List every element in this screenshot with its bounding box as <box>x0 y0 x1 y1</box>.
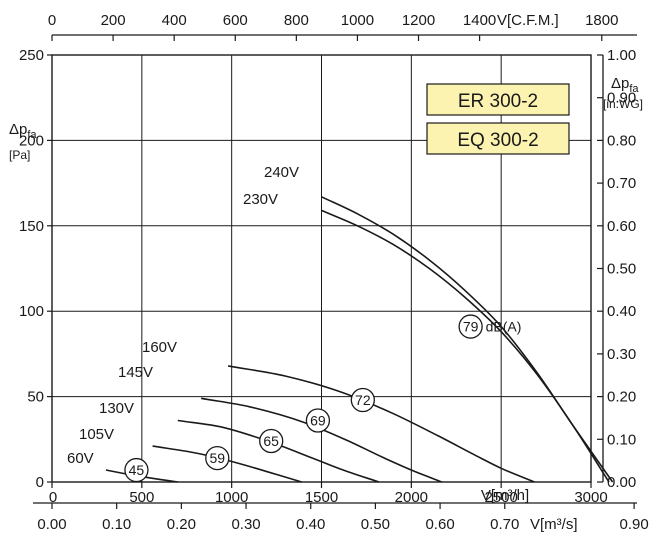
voltage-label-130v: 130V <box>99 400 134 417</box>
right-tick-label-0-30: 0.30 <box>607 346 636 363</box>
top-tick-label-1400: 1400 <box>463 12 496 29</box>
top-tick-label-800: 800 <box>284 12 309 29</box>
bottom-axis-title: V[m³/h] <box>481 487 529 504</box>
curve-145v <box>200 397 443 483</box>
curve-105v <box>152 445 302 483</box>
db-marker-72 <box>350 387 375 413</box>
left-tick-label-100: 100 <box>19 303 44 320</box>
model-label-eq-box <box>426 122 570 155</box>
db-marker-label-72: 72 <box>355 392 371 408</box>
left-tick-label-250: 250 <box>19 47 44 64</box>
right-tick-label-0-20: 0.20 <box>607 389 636 406</box>
left-axis-title-sub: fa <box>27 129 37 141</box>
top-tick-label-1000: 1000 <box>341 12 374 29</box>
db-marker-label-45: 45 <box>129 462 145 478</box>
secondary-tick-label-0-30: 0.30 <box>231 516 260 533</box>
db-marker-label-69: 69 <box>310 413 326 429</box>
right-tick-label-0-60: 0.60 <box>607 218 636 235</box>
voltage-label-240v: 240V <box>264 164 299 181</box>
right-axis-unit: [in.WG] <box>603 97 643 111</box>
right-tick-label-0-80: 0.80 <box>607 132 636 149</box>
model-label-er-box <box>426 83 570 116</box>
top-tick-label-600: 600 <box>223 12 248 29</box>
right-tick-label-1-00: 1.00 <box>607 47 636 64</box>
curve-60v <box>105 469 178 483</box>
secondary-tick-label-0-70: 0.70 <box>490 516 519 533</box>
db-marker-label-79: 79 <box>463 319 479 335</box>
bottom-tick-label-1000: 1000 <box>215 489 248 506</box>
curve-160v <box>227 365 535 483</box>
bottom-tick-label-0: 0 <box>49 489 57 506</box>
db-marker-label-65: 65 <box>263 433 279 449</box>
top-tick-label-400: 400 <box>162 12 187 29</box>
db-marker-59 <box>205 445 230 471</box>
top-axis-title: V[C.F.M.] <box>497 12 559 29</box>
secondary-tick-label-0-10: 0.10 <box>102 516 131 533</box>
right-tick-label-0-40: 0.40 <box>607 303 636 320</box>
voltage-label-60v: 60V <box>67 450 94 467</box>
sound-level-markers: 79 dB(A) 72 69 65 59 45 <box>124 314 522 483</box>
left-axis-unit: [Pa] <box>9 148 30 162</box>
secondary-tick-label-0-60: 0.60 <box>425 516 454 533</box>
right-tick-label-0-10: 0.10 <box>607 431 636 448</box>
right-tick-label-0-70: 0.70 <box>607 175 636 192</box>
top-tick-label-1200: 1200 <box>402 12 435 29</box>
secondary-tick-label-0-40: 0.40 <box>296 516 325 533</box>
bottom-tick-label-2000: 2000 <box>395 489 428 506</box>
voltage-label-145v: 145V <box>118 364 153 381</box>
bottom-tick-label-3000: 3000 <box>574 489 607 506</box>
db-marker-69 <box>305 408 331 433</box>
right-tick-label-0-90: 0.90 <box>607 90 636 107</box>
voltage-label-230v: 230V <box>243 191 278 208</box>
db-marker-45 <box>124 457 149 483</box>
model-label-eq: EQ 300-2 <box>457 130 538 151</box>
db-unit-label: dB(A) <box>486 319 522 335</box>
performance-curves <box>105 196 614 483</box>
model-label-er: ER 300-2 <box>458 91 538 112</box>
top-tick-label-1800: 1800 <box>585 12 618 29</box>
voltage-label-160v: 160V <box>142 339 177 356</box>
secondary-axis-title: V[m³/s] <box>530 516 578 533</box>
secondary-tick-label-0-90: 0.90 <box>620 516 649 533</box>
curve-230v <box>321 209 610 483</box>
bottom-tick-label-2500: 2500 <box>484 489 517 506</box>
right-tick-label-0-50: 0.50 <box>607 261 636 278</box>
secondary-tick-label-0-00: 0.00 <box>37 516 66 533</box>
secondary-tick-label-0-20: 0.20 <box>167 516 196 533</box>
curve-130v <box>177 419 380 483</box>
curve-240v <box>321 196 614 483</box>
voltage-label-105v: 105V <box>79 426 114 443</box>
right-tick-label-0-00: 0.00 <box>607 474 636 491</box>
db-marker-label-59: 59 <box>210 450 226 466</box>
bottom-tick-label-500: 500 <box>129 489 154 506</box>
bottom-tick-label-1500: 1500 <box>305 489 338 506</box>
right-axis-title-sub: fa <box>629 83 639 95</box>
secondary-tick-label-0-50: 0.50 <box>361 516 390 533</box>
left-tick-label-0: 0 <box>36 474 44 491</box>
db-marker-65 <box>259 428 284 454</box>
left-tick-label-200: 200 <box>19 132 44 149</box>
chart-labels: ER 300-2 EQ 300-2 240V 230V 160V 145V 130V 105V… <box>67 83 570 467</box>
top-tick-label-0: 0 <box>48 12 56 29</box>
db-marker-79 <box>458 314 483 339</box>
left-tick-label-150: 150 <box>19 218 44 235</box>
top-tick-label-200: 200 <box>101 12 126 29</box>
left-tick-label-50: 50 <box>27 389 44 406</box>
